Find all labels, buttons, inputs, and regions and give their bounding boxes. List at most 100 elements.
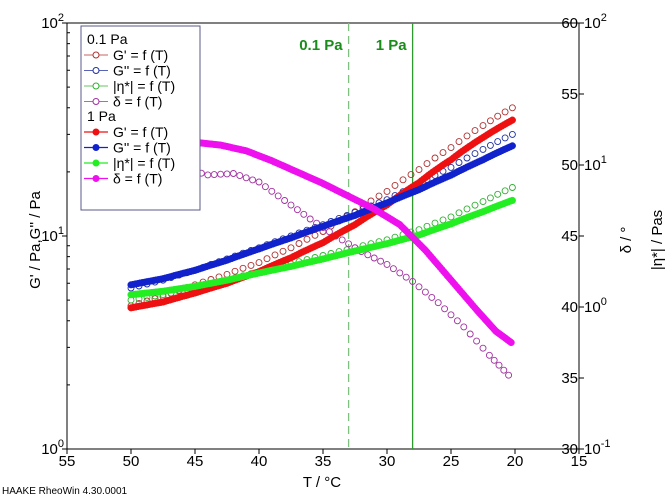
legend-entry-label: |η*| = f (T)	[113, 78, 175, 94]
data-point	[409, 277, 417, 285]
legend-entry-label: G' = f (T)	[113, 47, 168, 63]
data-point	[486, 117, 494, 125]
data-point	[434, 299, 442, 307]
data-point	[479, 145, 487, 153]
legend-marker	[92, 159, 100, 167]
legend-marker	[92, 51, 100, 59]
data-point	[364, 251, 372, 259]
data-point	[375, 192, 383, 200]
x-tick-label: 25	[443, 453, 460, 470]
data-point	[508, 130, 516, 138]
data-point	[428, 293, 436, 301]
data-point	[223, 170, 231, 178]
x-tick-label: 35	[315, 453, 332, 470]
data-point	[345, 240, 353, 248]
data-point	[389, 265, 397, 273]
data-point	[439, 216, 447, 224]
data-point	[423, 160, 431, 168]
data-point	[210, 171, 218, 179]
crossover-lines: 0.1 Pa 1 Pa	[299, 23, 414, 449]
y-right-outer-ticks: 10-1 100 101 102	[584, 12, 610, 458]
data-point	[204, 171, 212, 179]
data-point	[473, 337, 481, 345]
data-point	[466, 330, 474, 338]
data-point	[383, 260, 391, 268]
x-tick-label: 30	[379, 453, 396, 470]
data-point	[247, 261, 255, 269]
data-point	[439, 149, 447, 157]
data-point	[501, 187, 509, 195]
y-right-outer-tick-label: 102	[584, 12, 607, 32]
x-tick-label: 50	[123, 453, 140, 470]
x-tick-label: 15	[571, 453, 588, 470]
data-point	[279, 247, 287, 255]
data-point	[447, 311, 455, 319]
data-point	[505, 371, 513, 379]
data-point	[255, 259, 263, 267]
data-point	[303, 235, 311, 243]
data-point	[447, 144, 455, 152]
x-tick-label: 45	[187, 453, 204, 470]
data-point	[421, 288, 429, 296]
data-point	[431, 154, 439, 162]
data-point	[391, 181, 399, 189]
y-right-inner-tick-label: 55	[561, 86, 578, 103]
data-point	[508, 104, 516, 112]
data-point	[471, 150, 479, 158]
legend-entry-label: |η*| = f (T)	[113, 155, 175, 171]
data-point	[441, 305, 449, 313]
y-right-outer-tick-label: 101	[584, 154, 607, 174]
data-point	[486, 141, 494, 149]
legend-entry-label: δ = f (T)	[113, 171, 162, 187]
data-point	[271, 251, 279, 259]
legend-marker	[92, 67, 100, 74]
legend-entry-label: δ = f (T)	[113, 94, 162, 110]
y-left-ticks: 100 101 102	[41, 12, 70, 458]
data-point	[383, 187, 391, 195]
y-left-axis-title: G' / Pa,G'' / Pa	[27, 190, 44, 288]
y-right-inner-tick-label: 30	[561, 441, 578, 458]
legend: 0.1 PaG' = f (T)G'' = f (T)|η*| = f (T)δ…	[80, 25, 201, 211]
legend-marker	[92, 82, 100, 90]
series-5	[127, 142, 516, 289]
data-point	[402, 273, 410, 281]
data-point	[500, 366, 508, 374]
x-tick-label: 40	[251, 453, 268, 470]
legend-marker	[92, 144, 100, 151]
y-right-inner-tick-label: 50	[561, 157, 578, 174]
software-version: HAAKE RheoWin 4.30.0001	[2, 486, 128, 497]
y-right-outer-tick-label: 100	[584, 296, 607, 316]
vline-label-1: 1 Pa	[376, 37, 408, 54]
data-point	[494, 138, 502, 146]
data-point	[460, 323, 468, 331]
series-6	[127, 196, 516, 299]
data-point	[338, 236, 346, 244]
data-point	[217, 170, 225, 178]
x-axis-ticks: 55 50 45 40 35 30 25 20 15	[59, 449, 588, 470]
data-point	[463, 154, 471, 162]
data-point	[479, 198, 487, 206]
data-point	[471, 127, 479, 135]
data-point	[268, 187, 276, 195]
data-point	[370, 254, 378, 262]
data-point	[407, 171, 415, 179]
data-point	[415, 283, 423, 291]
legend-group-title: 0.1 Pa	[87, 31, 128, 47]
data-point	[274, 192, 282, 200]
data-point	[399, 176, 407, 184]
data-point	[325, 228, 333, 236]
y-right-inner-ticks: 30 35 40 45 50 55 60	[561, 15, 584, 458]
data-point	[295, 240, 303, 247]
y-right-inner-tick-label: 40	[561, 299, 578, 316]
data-point	[229, 170, 237, 177]
data-point	[447, 163, 455, 171]
data-point	[263, 255, 271, 263]
data-point	[508, 116, 516, 124]
data-point	[501, 108, 509, 116]
vline-label-0: 0.1 Pa	[299, 37, 343, 54]
legend-entry-label: G'' = f (T)	[113, 140, 171, 156]
data-point	[501, 134, 509, 142]
data-point	[300, 210, 308, 218]
y-right-outer-axis-title: |η*| / Pas	[649, 210, 666, 270]
y-left-tick-label: 100	[41, 438, 64, 458]
